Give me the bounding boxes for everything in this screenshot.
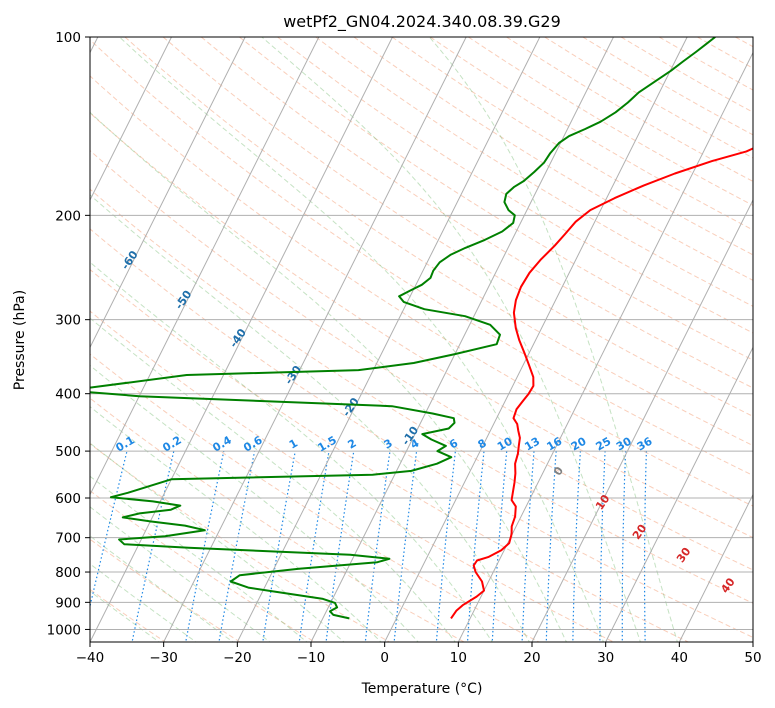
y-tick-label: 700 xyxy=(55,531,81,547)
isotherm-gridline xyxy=(163,37,467,642)
y-tick-label: 500 xyxy=(55,444,81,460)
y-axis-title: Pressure (hPa) xyxy=(12,290,28,390)
isotherm-gridline xyxy=(678,493,753,642)
dewpoint-profile-line xyxy=(90,37,716,620)
moist-adiabat-line xyxy=(90,405,382,642)
mixing-ratio-line xyxy=(185,450,225,642)
x-tick-label: 40 xyxy=(671,650,688,666)
x-tick-label: −40 xyxy=(76,650,105,666)
y-tick-label: 300 xyxy=(55,313,81,329)
isotherm-gridline xyxy=(90,37,320,496)
temperature-profile-line xyxy=(450,147,753,619)
dry-adiabat-line xyxy=(90,112,753,539)
x-tick-label: 50 xyxy=(744,650,761,666)
mixing-ratio-line xyxy=(218,450,256,642)
dry-adiabat-line xyxy=(90,353,540,642)
dry-adiabat-line xyxy=(90,39,753,476)
y-tick-label: 400 xyxy=(55,387,81,403)
moist-adiabat-line xyxy=(90,317,456,642)
mixing-ratio-line xyxy=(644,451,647,642)
mixing-ratio-line xyxy=(621,451,627,642)
x-axis-title: Temperature (°C) xyxy=(361,681,483,697)
x-tick-label: 0 xyxy=(380,650,389,666)
y-axis-ticks: 100 200 300 400 500 600 700 800 900 1000 xyxy=(47,30,90,638)
moist-adiabat-line xyxy=(90,535,234,642)
isotherm-gridline xyxy=(90,37,246,349)
y-tick-label: 800 xyxy=(55,565,81,581)
y-tick-label: 1000 xyxy=(47,622,81,638)
dry-adiabat-line xyxy=(239,37,753,361)
isotherm-gridline xyxy=(384,37,688,642)
x-tick-label: 30 xyxy=(597,650,614,666)
isotherm-gridline xyxy=(605,346,753,642)
isotherm-gridline xyxy=(90,37,393,642)
chart-title: wetPf2_GN04.2024.340.08.39.G29 xyxy=(283,12,561,32)
plot-frame xyxy=(89,36,754,643)
y-tick-label: 600 xyxy=(55,491,81,507)
gridlines xyxy=(90,37,753,642)
data-series xyxy=(90,37,753,620)
dry-adiabat-line xyxy=(90,149,753,571)
isotherm-gridline xyxy=(236,37,541,642)
moist-adiabat-line xyxy=(119,37,605,642)
x-tick-label: −20 xyxy=(223,650,252,666)
isotherm-gridline xyxy=(531,198,753,642)
mixing-ratio-line xyxy=(545,451,557,642)
isotherm-gridline xyxy=(310,37,614,642)
dry-adiabat-line xyxy=(90,75,753,507)
isotherm-gridline xyxy=(90,37,172,202)
moist-adiabat-line xyxy=(90,111,568,642)
x-axis-ticks: −40 −30 −20 −10 0 10 20 30 40 50 xyxy=(76,642,762,666)
x-tick-label: −10 xyxy=(297,650,326,666)
y-tick-label: 200 xyxy=(55,208,81,224)
x-tick-label: 10 xyxy=(450,650,467,666)
mixing-ratio-line xyxy=(572,451,581,642)
mixing-ratio-line xyxy=(599,451,606,642)
y-tick-label: 900 xyxy=(55,595,81,611)
moist-adiabat-line xyxy=(90,506,271,642)
x-tick-label: −30 xyxy=(149,650,178,666)
x-tick-label: 20 xyxy=(523,650,540,666)
mixing-ratio-line xyxy=(262,450,296,642)
y-tick-label: 100 xyxy=(55,30,81,46)
dry-adiabat-line xyxy=(200,37,753,389)
